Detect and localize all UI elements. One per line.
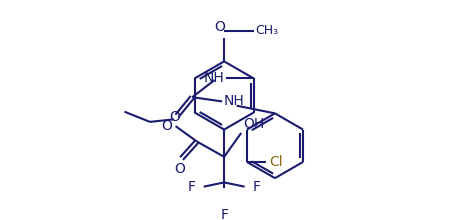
Text: O: O	[169, 110, 180, 125]
Text: F: F	[187, 180, 195, 194]
Text: CH₃: CH₃	[256, 24, 279, 37]
Text: NH: NH	[204, 72, 225, 85]
Text: OH: OH	[243, 117, 264, 131]
Text: F: F	[220, 208, 228, 220]
Text: Cl: Cl	[269, 155, 283, 169]
Text: O: O	[214, 20, 225, 34]
Text: O: O	[161, 119, 172, 133]
Text: NH: NH	[224, 94, 245, 108]
Text: F: F	[253, 180, 261, 194]
Text: O: O	[175, 162, 185, 176]
